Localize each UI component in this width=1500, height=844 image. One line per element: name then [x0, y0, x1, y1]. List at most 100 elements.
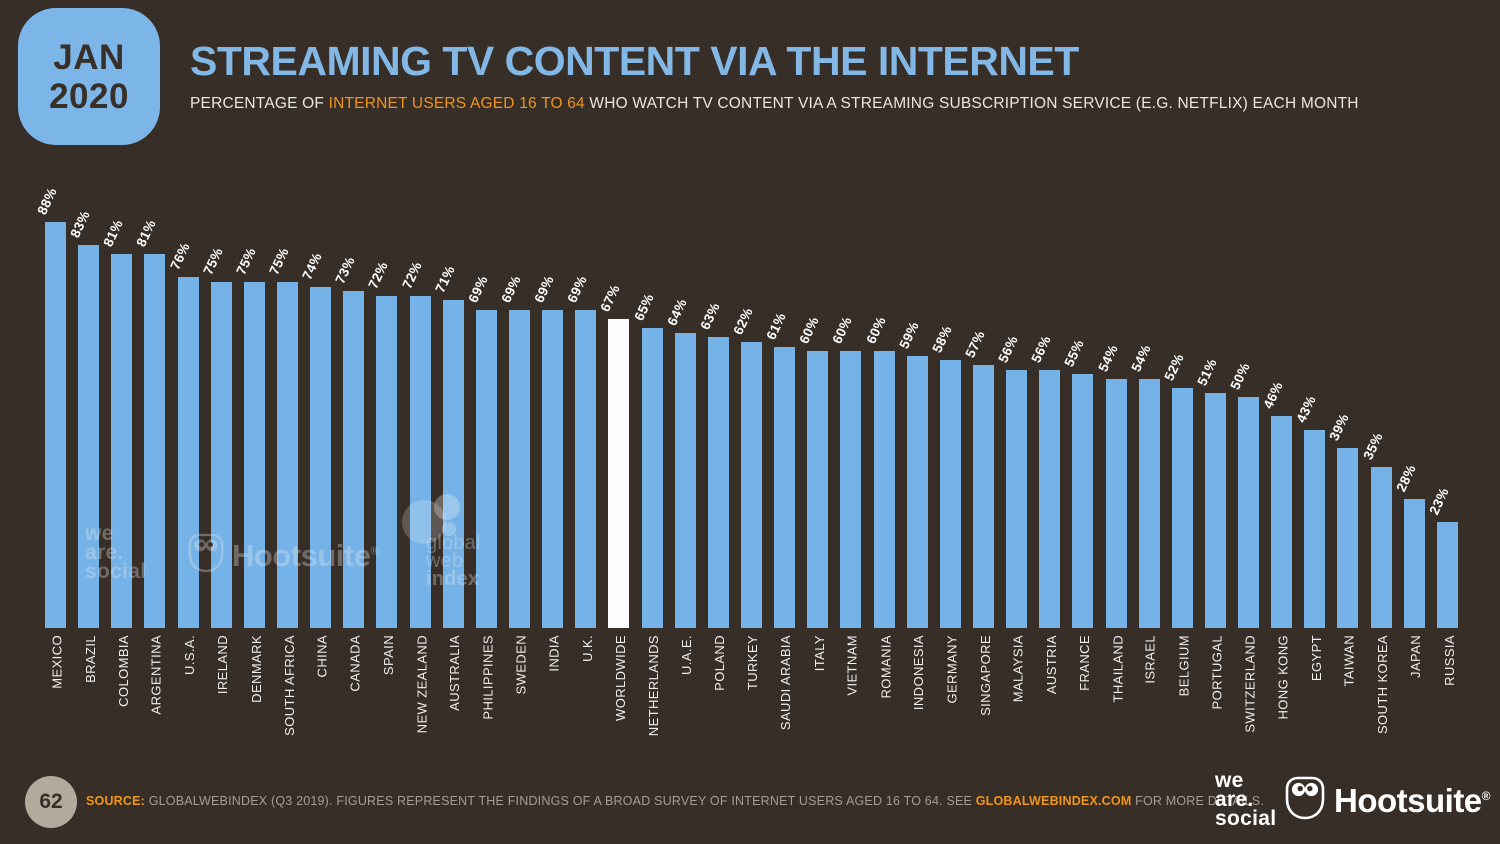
bar-country-label: MEXICO: [49, 635, 65, 689]
bar-value-label: 74%: [299, 250, 325, 282]
bar-country-label: IRELAND: [215, 635, 231, 695]
bar-value-label: 39%: [1326, 411, 1353, 443]
bar-country-label: ARGENTINA: [148, 635, 164, 715]
bar: 60% ROMANIA: [863, 314, 895, 698]
bar-value-label: 76%: [166, 240, 193, 272]
bar: 56% AUSTRIA: [1029, 333, 1061, 694]
bar: 61% SAUDI ARABIA: [763, 310, 796, 730]
bar-country-label: VIETNAM: [844, 635, 860, 696]
bar: 69% SWEDEN: [498, 273, 530, 694]
bar: 75% DENMARK: [233, 245, 265, 703]
bar-value-label: 73%: [332, 254, 359, 286]
bar: 88% MEXICO: [34, 185, 66, 689]
bar: 50% SWITZERLAND: [1227, 360, 1260, 733]
bar-country-label: WORLDWIDE: [612, 635, 628, 721]
bar: 75% SOUTH AFRICA: [266, 245, 298, 736]
date-badge: JAN 2020: [18, 8, 160, 145]
bar-chart: 88% MEXICO 83% BRAZIL 81% COLOMBIA 81% ARGENTIN…: [34, 185, 1458, 736]
hootsuite-owl-icon: [188, 533, 224, 578]
bar: 73% CANADA: [333, 254, 365, 692]
bar-value-label: 69%: [465, 273, 491, 305]
bar-country-label: HONG KONG: [1275, 635, 1291, 720]
bar: 57% SINGAPORE: [962, 328, 994, 716]
bar-value-label: 56%: [1028, 333, 1055, 365]
bar-country-label: SINGAPORE: [977, 635, 993, 716]
bar-value-label: 58%: [929, 323, 955, 355]
bar: 43% EGYPT: [1294, 393, 1326, 681]
bar-value-label: 60%: [796, 314, 823, 346]
source-label: SOURCE:: [86, 794, 146, 808]
bar-value-label: 51%: [1194, 356, 1220, 388]
bar-country-label: PHILIPPINES: [480, 635, 496, 720]
bar-value-label: 62%: [730, 305, 756, 337]
bar-value-label: 63%: [697, 300, 723, 332]
bar-value-label: 83%: [67, 208, 93, 240]
bar-value-label: 28%: [1393, 462, 1419, 494]
bar: 69% U.K.: [565, 273, 597, 662]
wearesocial-logo: we are. social: [1215, 769, 1277, 830]
bar: 64% U.A.E.: [664, 296, 696, 675]
bar-country-label: U.K.: [579, 635, 595, 662]
bar-value-label: 56%: [995, 333, 1021, 365]
bar: 54% ISRAEL: [1128, 342, 1160, 684]
bar-value-label: 81%: [100, 217, 127, 249]
bar-country-label: SPAIN: [380, 635, 396, 676]
bar-value-label: 55%: [1061, 337, 1088, 369]
bar-country-label: AUSTRALIA: [447, 635, 463, 711]
bar: 74% CHINA: [300, 250, 332, 677]
bar-value-label: 69%: [531, 273, 557, 305]
bar-value-label: 88%: [34, 185, 60, 217]
bar-country-label: COLOMBIA: [115, 635, 131, 707]
bar-country-label: INDONESIA: [911, 635, 927, 711]
bar-value-label: 64%: [664, 296, 690, 328]
hootsuite-watermark: Hootsuite®: [188, 533, 379, 578]
bar-value-label: 65%: [630, 291, 657, 323]
bar-value-label: 69%: [498, 273, 524, 305]
bar: 58% GERMANY: [929, 323, 961, 704]
bar: 81% COLOMBIA: [101, 217, 133, 707]
bar-country-label: GERMANY: [944, 635, 960, 704]
bar: 54% THAILAND: [1095, 342, 1127, 703]
bar: 39% TAIWAN: [1327, 411, 1359, 687]
bar-country-label: NEW ZEALAND: [414, 635, 430, 734]
bar-value-label: 54%: [1128, 342, 1154, 374]
bar-country-label: TURKEY: [745, 635, 761, 691]
bar: 35% SOUTH KOREA: [1360, 430, 1392, 734]
bar-country-label: PORTUGAL: [1209, 635, 1225, 710]
bar-country-label: JAPAN: [1408, 635, 1424, 678]
bar-value-label: 75%: [200, 245, 226, 277]
subtitle-highlight: INTERNET USERS AGED 16 TO 64: [328, 95, 585, 112]
bar: 55% FRANCE: [1062, 337, 1094, 691]
bar-value-label: 46%: [1260, 379, 1287, 411]
bar-country-label: U.S.A.: [182, 635, 198, 675]
date-badge-month: JAN: [53, 37, 125, 77]
bar-value-label: 61%: [763, 310, 789, 342]
bar-value-label: 81%: [133, 217, 160, 249]
bar: 60% VIETNAM: [830, 314, 862, 696]
source-link[interactable]: GLOBALWEBINDEX.COM: [975, 794, 1132, 808]
bar-country-label: INDIA: [546, 635, 562, 672]
hootsuite-logo: Hootsuite®: [1285, 776, 1491, 825]
bar-value-label: 43%: [1293, 393, 1320, 425]
bar-value-label: 75%: [233, 245, 259, 277]
bar: 59% INDONESIA: [896, 319, 928, 710]
bar: 63% POLAND: [697, 300, 729, 691]
date-badge-year: 2020: [49, 76, 129, 116]
bar-country-label: RUSSIA: [1441, 635, 1457, 686]
bar-country-label: ROMANIA: [878, 635, 894, 699]
bar: 69% INDIA: [532, 273, 564, 672]
bar: 72% NEW ZEALAND: [399, 259, 431, 733]
bar-value-label: 60%: [829, 314, 856, 346]
bar-country-label: FRANCE: [1076, 635, 1092, 691]
bar-country-label: SOUTH KOREA: [1375, 635, 1391, 735]
bar: 65% NETHERLANDS: [631, 291, 663, 736]
bar-value-label: 54%: [1094, 342, 1121, 374]
bar: 28% JAPAN: [1393, 462, 1425, 678]
gwi-bubble-icon: [442, 522, 456, 536]
subtitle-prefix: PERCENTAGE OF: [190, 95, 329, 112]
bar: 56% MALAYSIA: [995, 333, 1028, 702]
bar: 75% IRELAND: [200, 245, 232, 694]
source-note: SOURCE: GLOBALWEBINDEX (Q3 2019). FIGURE…: [86, 794, 1264, 808]
bar-country-label: SWEDEN: [513, 635, 529, 695]
bar-value-label: 35%: [1360, 430, 1386, 462]
